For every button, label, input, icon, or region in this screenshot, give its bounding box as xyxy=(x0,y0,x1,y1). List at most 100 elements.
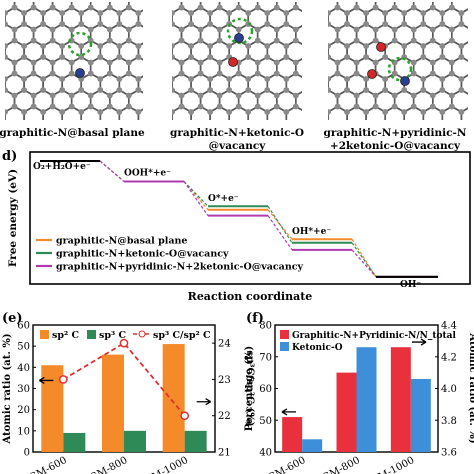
carbon-atom xyxy=(316,71,322,77)
carbon-atom xyxy=(40,153,46,159)
lattice-bond-ring xyxy=(143,123,162,145)
carbon-atom xyxy=(117,153,123,159)
carbon-atom xyxy=(178,59,185,66)
carbon-atom xyxy=(160,137,166,143)
carbon-atom xyxy=(373,159,379,165)
carbon-atom xyxy=(468,71,474,77)
carbon-atom xyxy=(155,21,161,27)
left-axis-arrow xyxy=(38,376,54,384)
carbon-atom xyxy=(429,26,436,33)
x-tick-label: NGM-800 xyxy=(81,455,130,474)
carbon-atom xyxy=(78,87,85,93)
carbon-atom xyxy=(40,109,46,115)
carbon-atom xyxy=(401,120,407,126)
carbon-atom xyxy=(68,59,75,66)
carbon-atom xyxy=(164,104,170,110)
carbon-atom xyxy=(303,142,309,148)
carbon-atom xyxy=(97,76,104,82)
carbon-atom xyxy=(468,159,474,165)
carbon-atom xyxy=(150,21,156,27)
carbon-atom xyxy=(429,70,436,77)
carbon-atom xyxy=(468,93,474,99)
carbon-atom xyxy=(160,137,166,143)
carbon-atom xyxy=(145,159,151,165)
carbon-atom xyxy=(254,26,261,33)
carbon-atom xyxy=(197,92,204,99)
lattice-bond-ring xyxy=(172,105,192,120)
x-tick-label: NGM-800 xyxy=(313,455,362,474)
carbon-atom xyxy=(254,70,261,77)
carbon-atom xyxy=(293,92,299,99)
carbon-atom xyxy=(150,153,156,159)
carbon-atom xyxy=(468,38,474,44)
lattice-bond-ring xyxy=(328,105,348,120)
energy-connector xyxy=(99,160,125,182)
carbon-atom xyxy=(49,92,56,99)
carbon-atom xyxy=(97,10,104,16)
carbon-atom xyxy=(155,76,161,82)
lattice-bond-ring xyxy=(328,12,329,25)
carbon-atom xyxy=(235,26,242,33)
lattice-bond-ring xyxy=(148,57,167,79)
carbon-atom xyxy=(283,10,290,16)
bar xyxy=(302,439,323,452)
carbon-atom xyxy=(468,5,474,11)
carbon-atom xyxy=(303,109,309,115)
carbon-atom xyxy=(160,38,166,44)
carbon-atom xyxy=(316,27,322,33)
carbon-atom xyxy=(245,10,252,16)
carbon-atom xyxy=(164,93,170,99)
carbon-atom xyxy=(344,76,350,82)
carbon-atom xyxy=(312,38,318,44)
carbon-atom xyxy=(306,142,312,148)
carbon-atom xyxy=(155,21,161,27)
carbon-atom xyxy=(264,109,271,115)
lattice-bond-ring xyxy=(266,105,288,120)
carbon-atom xyxy=(164,159,170,165)
lattice-bond-ring xyxy=(299,90,318,112)
carbon-atom xyxy=(5,87,8,93)
carbon-atom xyxy=(468,126,474,132)
carbon-atom xyxy=(150,54,156,60)
carbon-atom xyxy=(160,27,166,33)
carbon-atom xyxy=(141,5,147,11)
carbon-atom xyxy=(322,142,328,148)
carbon-atom xyxy=(328,87,331,93)
top-mid-label-1: graphitic-N+ketonic-O xyxy=(170,127,304,139)
carbon-atom xyxy=(322,21,328,27)
carbon-atom xyxy=(155,43,161,49)
carbon-atom xyxy=(155,153,161,159)
carbon-atom xyxy=(78,142,84,148)
carbon-atom xyxy=(150,142,156,148)
carbon-atom xyxy=(49,70,56,77)
carbon-atom xyxy=(169,142,175,148)
carbon-atom xyxy=(198,159,204,165)
carbon-atom xyxy=(344,87,350,93)
carbon-atom xyxy=(68,70,75,77)
carbon-atom xyxy=(312,71,318,77)
carbon-atom xyxy=(135,54,142,60)
carbon-atom xyxy=(306,10,312,16)
carbon-atom xyxy=(160,27,166,33)
carbon-atom xyxy=(145,93,151,99)
right-axis-arrow xyxy=(412,338,427,346)
carbon-atom xyxy=(303,87,309,93)
carbon-atom xyxy=(468,38,474,44)
carbon-atom xyxy=(316,93,322,99)
carbon-atom xyxy=(135,21,142,27)
carbon-atom xyxy=(40,87,46,93)
carbon-atom xyxy=(363,153,369,159)
lattice-bond-ring xyxy=(315,90,334,112)
carbon-atom xyxy=(87,103,94,110)
carbon-atom xyxy=(328,21,331,27)
carbon-atom xyxy=(322,54,328,60)
carbon-atom xyxy=(322,54,328,60)
lattice-bond-ring xyxy=(143,24,162,46)
carbon-atom xyxy=(293,37,299,44)
carbon-atom xyxy=(306,87,312,93)
oxygen-atom xyxy=(376,42,386,52)
carbon-atom xyxy=(164,5,170,11)
carbon-atom xyxy=(145,93,151,99)
carbon-atom xyxy=(468,104,474,110)
lattice-bond-ring xyxy=(5,45,6,58)
